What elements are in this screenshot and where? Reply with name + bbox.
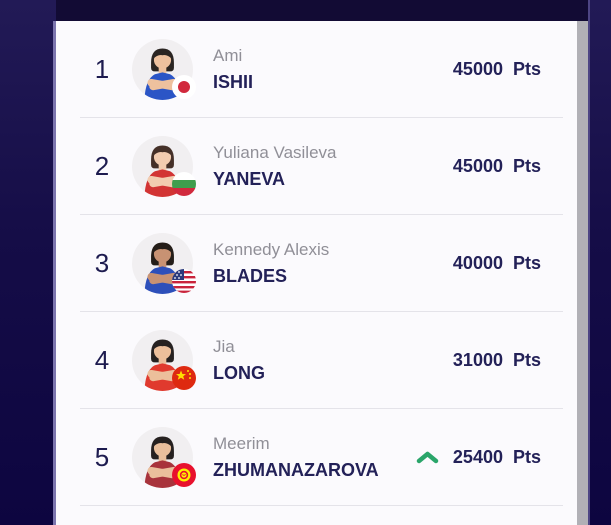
athlete-first-name: Ami bbox=[213, 45, 243, 65]
athlete-first-name: Yuliana Vasileva bbox=[213, 142, 337, 162]
flag-japan-icon bbox=[172, 75, 196, 99]
points-block: 40000 Pts bbox=[439, 253, 541, 274]
rank-number: 4 bbox=[94, 345, 110, 375]
ranking-row-5[interactable]: 5 Meerim ZHUMANAZAROVA 25400 Pts bbox=[56, 409, 577, 506]
top-dark-strip bbox=[56, 0, 588, 21]
ranking-row-3[interactable]: 3 Kennedy Alexis BLADES 40000 Pts bbox=[56, 215, 577, 312]
points-value: 31000 bbox=[452, 350, 503, 370]
points-value: 45000 bbox=[452, 59, 503, 79]
points-block: 31000 Pts bbox=[439, 350, 541, 371]
right-accent-line bbox=[588, 0, 590, 525]
rank-number: 5 bbox=[94, 442, 110, 472]
rank-number: 3 bbox=[94, 248, 110, 278]
athlete-first-name: Jia bbox=[213, 336, 235, 356]
athlete-avatar bbox=[132, 233, 196, 294]
athlete-name-block: Jia LONG bbox=[213, 337, 265, 385]
points-unit: Pts bbox=[512, 350, 541, 370]
athlete-avatar bbox=[132, 330, 196, 391]
ranking-row-4[interactable]: 4 Jia LONG 31000 Pts bbox=[56, 312, 577, 409]
ranking-row-2[interactable]: 2 Yuliana Vasileva YANEVA 45000 Pts bbox=[56, 118, 577, 215]
athlete-name-block: Ami ISHII bbox=[213, 46, 253, 94]
points-block: 25400 Pts bbox=[416, 447, 541, 468]
rank-number: 2 bbox=[94, 151, 110, 181]
athlete-first-name: Kennedy Alexis bbox=[213, 239, 330, 259]
points-value: 40000 bbox=[452, 253, 503, 273]
athlete-last-name: LONG bbox=[213, 362, 265, 383]
flag-china-icon bbox=[172, 366, 196, 390]
athlete-avatar bbox=[132, 136, 196, 197]
athlete-avatar bbox=[132, 427, 196, 488]
points-unit: Pts bbox=[512, 253, 541, 273]
athlete-last-name: YANEVA bbox=[213, 168, 286, 189]
points-value: 25400 bbox=[452, 447, 503, 467]
athlete-name-block: Yuliana Vasileva YANEVA bbox=[213, 143, 337, 191]
points-unit: Pts bbox=[512, 156, 541, 176]
ranking-list-panel: 1 Ami ISHII 45000 Pts 2 bbox=[56, 21, 577, 525]
points-block: 45000 Pts bbox=[439, 59, 541, 80]
athlete-avatar bbox=[132, 39, 196, 100]
rank-number: 1 bbox=[94, 54, 110, 84]
athlete-last-name: ZHUMANAZAROVA bbox=[213, 459, 379, 480]
ranking-row-1[interactable]: 1 Ami ISHII 45000 Pts bbox=[56, 21, 577, 118]
points-block: 45000 Pts bbox=[439, 156, 541, 177]
vertical-scrollbar[interactable] bbox=[577, 21, 588, 525]
athlete-name-block: Kennedy Alexis BLADES bbox=[213, 240, 329, 288]
points-up-icon bbox=[416, 450, 439, 465]
flag-bulgaria-icon bbox=[172, 172, 196, 196]
flag-kyrgyzstan-icon bbox=[172, 463, 196, 487]
points-unit: Pts bbox=[512, 59, 541, 79]
points-unit: Pts bbox=[512, 447, 541, 467]
athlete-last-name: BLADES bbox=[213, 265, 288, 286]
athlete-name-block: Meerim ZHUMANAZAROVA bbox=[213, 434, 379, 482]
flag-usa-icon bbox=[172, 269, 196, 293]
points-value: 45000 bbox=[452, 156, 503, 176]
athlete-last-name: ISHII bbox=[213, 71, 254, 92]
card-left-accent-line bbox=[53, 21, 56, 525]
athlete-first-name: Meerim bbox=[213, 433, 270, 453]
